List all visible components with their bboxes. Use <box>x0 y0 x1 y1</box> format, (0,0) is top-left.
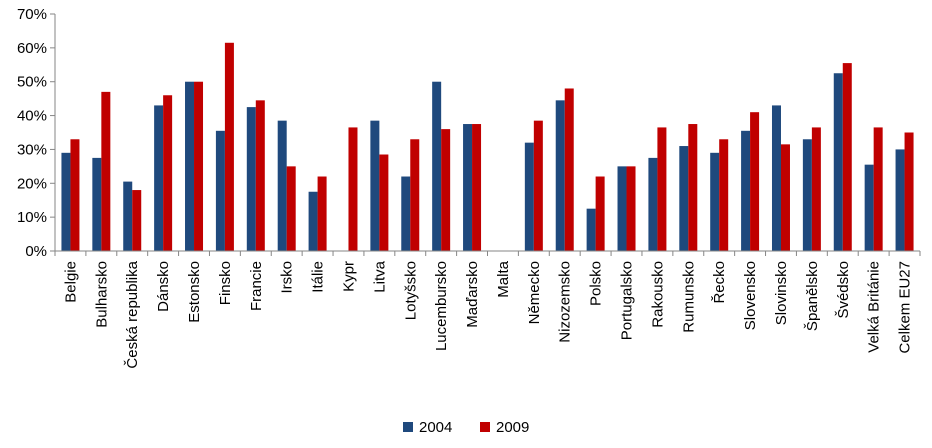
bar-2009 <box>533 120 543 252</box>
y-tick-label: 50% <box>17 74 47 91</box>
bar-2009 <box>842 63 852 251</box>
bar-2009 <box>224 42 234 252</box>
x-tick-label: Rumunsko <box>680 261 697 333</box>
bar-2009 <box>410 139 420 251</box>
bar-2004 <box>524 142 534 251</box>
bar-2004 <box>246 107 256 251</box>
bar-2004 <box>370 120 380 252</box>
bar-2009 <box>286 166 296 251</box>
legend-swatch-2009 <box>480 422 490 432</box>
x-tick-label: Portugalsko <box>619 261 636 340</box>
bar-2004 <box>833 73 843 251</box>
bar-2004 <box>185 81 195 251</box>
bar-2004 <box>895 149 905 251</box>
x-tick-label: Německo <box>526 261 543 324</box>
x-tick-label: Celkem EU27 <box>897 261 914 354</box>
bar-2004 <box>555 100 565 251</box>
bar-2009 <box>194 81 204 251</box>
y-axis-ticks: 0% 10% 20% 30% 40% 50% 60% 70% <box>17 6 55 260</box>
y-tick-label: 10% <box>17 209 47 226</box>
x-tick-label: Malta <box>495 260 512 297</box>
x-tick-label: Kypr <box>340 261 357 292</box>
legend-label-2004: 2004 <box>419 419 452 436</box>
bar-2009 <box>317 176 327 251</box>
axes <box>54 14 920 252</box>
x-tick-label: Belgie <box>62 261 79 303</box>
x-tick-label: Maďarsko <box>464 261 481 328</box>
bar-2004 <box>432 81 442 251</box>
bar-2009 <box>811 127 821 251</box>
x-tick-label: Polsko <box>588 261 605 306</box>
y-tick-label: 30% <box>17 141 47 158</box>
x-tick-label: Irsko <box>279 261 296 294</box>
bar-2009 <box>472 124 482 251</box>
bar-2004 <box>123 181 133 251</box>
x-tick-label: Španělsko <box>804 261 821 331</box>
bar-2009 <box>750 112 760 251</box>
bar-2009 <box>780 144 790 251</box>
bar-2004 <box>802 139 812 251</box>
x-tick-label: Nizozemsko <box>557 261 574 343</box>
bar-2004 <box>277 120 287 252</box>
bar-2009 <box>564 88 574 251</box>
bar-2004 <box>92 157 102 251</box>
x-tick-label: Francie <box>248 261 265 311</box>
x-tick-label: Slovensko <box>742 261 759 330</box>
legend-label-2009: 2009 <box>496 419 529 436</box>
x-tick-label: Litva <box>371 260 388 292</box>
x-tick-label: Lotyšsko <box>402 261 419 320</box>
x-tick-label: Švédsko <box>835 261 852 319</box>
bar-2009 <box>657 127 667 251</box>
y-tick-label: 0% <box>25 243 47 260</box>
bar-2009 <box>595 176 605 251</box>
bar-2004 <box>617 166 627 251</box>
y-tick-label: 40% <box>17 108 47 125</box>
bar-2009 <box>441 129 451 251</box>
bar-2009 <box>379 154 389 251</box>
bar-2009 <box>688 124 698 251</box>
legend: 2004 2009 <box>403 419 529 436</box>
x-tick-label: Česká republika <box>124 260 141 368</box>
bar-2004 <box>864 164 874 251</box>
x-tick-label: Itálie <box>310 261 327 293</box>
bars-layer <box>61 42 914 252</box>
x-axis-ticks: Belgie Bulharsko Česká republika Dánsko Esto… <box>54 251 921 369</box>
bar-2004 <box>679 146 689 251</box>
bar-2009 <box>132 190 142 251</box>
x-tick-label: Slovinsko <box>773 261 790 325</box>
bar-2004 <box>308 191 318 251</box>
x-tick-label: Dánsko <box>155 261 172 312</box>
bar-2009 <box>163 95 173 251</box>
bar-2009 <box>904 132 914 251</box>
bar-2009 <box>101 91 111 251</box>
bar-2004 <box>463 124 473 251</box>
x-tick-label: Velká Británie <box>866 261 883 353</box>
y-tick-label: 20% <box>17 175 47 192</box>
bar-2004 <box>401 176 411 251</box>
x-tick-label: Řecko <box>711 261 728 304</box>
bar-2004 <box>741 130 751 251</box>
bar-2009 <box>873 127 883 251</box>
x-tick-label: Bulharsko <box>93 261 110 328</box>
x-tick-label: Estonsko <box>186 261 203 323</box>
bar-2004 <box>61 152 71 251</box>
bar-2009 <box>626 166 636 251</box>
bar-2004 <box>215 130 225 251</box>
y-tick-label: 70% <box>17 6 47 23</box>
x-tick-label: Lucembursko <box>433 261 450 351</box>
bar-2009 <box>719 139 729 251</box>
bar-2004 <box>154 105 164 252</box>
bar-2009 <box>70 139 80 251</box>
y-tick-label: 60% <box>17 40 47 57</box>
x-tick-label: Finsko <box>217 261 234 305</box>
bar-2004 <box>771 105 781 252</box>
x-tick-label: Rakousko <box>649 261 666 328</box>
bar-2009 <box>348 127 358 251</box>
bar-2004 <box>648 157 658 251</box>
bar-2004 <box>586 208 596 251</box>
bar-2004 <box>710 152 720 251</box>
bar-2009 <box>255 100 265 251</box>
legend-swatch-2004 <box>403 422 413 432</box>
